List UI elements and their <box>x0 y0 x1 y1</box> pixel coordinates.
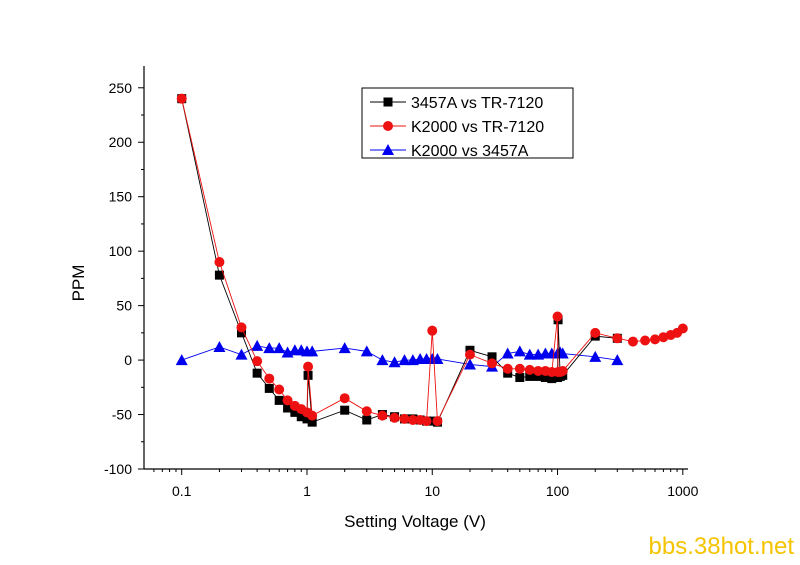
data-point-triangle <box>501 347 514 359</box>
data-point-circle <box>524 364 535 375</box>
data-point-circle <box>399 413 410 424</box>
data-point-circle <box>389 412 400 423</box>
data-point-circle <box>303 361 314 372</box>
data-point-square <box>533 371 543 381</box>
data-point-triangle <box>213 341 226 353</box>
y-tick-label: -50 <box>112 407 132 423</box>
data-point-circle <box>464 349 475 360</box>
y-tick-label: 150 <box>109 189 133 205</box>
data-point-triangle <box>382 144 394 155</box>
data-point-circle <box>407 414 418 425</box>
data-point-square <box>525 371 535 381</box>
y-tick-label: 50 <box>116 298 132 314</box>
data-point-square <box>515 373 525 383</box>
data-point-circle <box>533 365 544 376</box>
data-point-square <box>296 412 306 422</box>
data-point-circle <box>552 311 563 322</box>
data-point-square <box>340 405 350 415</box>
data-point-square <box>383 97 393 107</box>
data-point-square <box>236 328 246 338</box>
axes <box>138 66 688 475</box>
data-point-square <box>427 416 437 426</box>
data-point-circle <box>264 373 275 384</box>
data-point-triangle <box>611 354 624 366</box>
x-tick-label: 100 <box>546 483 570 499</box>
legend-label: 3457A vs TR-7120 <box>411 95 543 112</box>
data-point-circle <box>383 121 393 131</box>
tick-labels: -100 -50 0 50 100 150 200 250 0.1 1 10 100 1000 <box>104 80 699 499</box>
data-point-circle <box>307 410 318 421</box>
data-point-square <box>307 417 317 427</box>
data-point-square <box>362 415 372 425</box>
x-tick-label: 1000 <box>667 483 698 499</box>
data-point-square <box>283 403 293 413</box>
data-point-square <box>264 383 274 393</box>
data-point-circle <box>377 410 388 421</box>
series <box>175 93 688 427</box>
data-point-triangle <box>306 345 319 357</box>
data-point-triangle <box>589 350 602 362</box>
data-point-circle <box>502 363 513 374</box>
data-point-circle <box>427 325 438 336</box>
y-axis-title: PPM <box>69 265 88 302</box>
data-point-triangle <box>463 358 476 370</box>
x-tick-label: 0.1 <box>172 483 192 499</box>
data-point-circle <box>432 416 443 427</box>
data-point-triangle <box>338 342 351 354</box>
x-tick-label: 10 <box>424 483 440 499</box>
data-point-triangle <box>251 339 264 351</box>
data-point-circle <box>487 358 498 369</box>
y-tick-label: 100 <box>109 243 133 259</box>
legend-label: K2000 vs TR-7120 <box>411 119 544 136</box>
data-point-circle <box>421 416 432 427</box>
data-point-circle <box>339 393 350 404</box>
data-point-square <box>252 368 262 378</box>
data-point-circle <box>214 257 225 268</box>
data-point-square <box>214 270 224 280</box>
data-point-triangle <box>263 342 276 354</box>
data-point-triangle <box>513 345 526 357</box>
data-point-circle <box>590 327 601 338</box>
legend-box <box>361 87 574 159</box>
data-point-triangle <box>398 354 411 366</box>
data-point-square <box>540 373 550 383</box>
x-tick-label: 1 <box>303 483 311 499</box>
data-point-triangle <box>235 348 248 360</box>
data-point-circle <box>236 322 247 333</box>
data-point-square <box>274 395 284 405</box>
data-point-triangle <box>376 354 389 366</box>
data-point-square <box>547 374 557 384</box>
y-tick-label: 250 <box>109 80 133 96</box>
series-1 <box>176 93 688 427</box>
data-point-circle <box>361 406 372 417</box>
data-point-circle <box>612 333 623 344</box>
data-point-circle <box>640 335 651 346</box>
data-point-triangle <box>273 342 286 354</box>
legend-label: K2000 vs 3457A <box>411 143 529 160</box>
data-point-triangle <box>360 345 373 357</box>
data-point-triangle <box>175 354 188 366</box>
series-2 <box>175 339 624 372</box>
data-point-triangle <box>388 356 401 368</box>
data-point-square <box>487 352 497 362</box>
data-point-circle <box>252 356 263 367</box>
x-axis-title: Setting Voltage (V) <box>344 512 486 531</box>
data-point-square <box>290 407 300 417</box>
data-point-circle <box>274 384 285 395</box>
data-point-circle <box>514 363 525 374</box>
data-point-circle <box>677 323 688 334</box>
y-tick-label: 200 <box>109 134 133 150</box>
data-point-square <box>302 414 312 424</box>
data-point-circle <box>557 365 568 376</box>
watermark-text: bbs.38hot.net <box>648 533 794 560</box>
data-point-circle <box>650 334 661 345</box>
data-point-circle <box>176 93 187 104</box>
y-tick-label: 0 <box>124 352 132 368</box>
y-tick-label: -100 <box>104 461 132 477</box>
legend: 3457A vs TR-7120 K2000 vs TR-7120 K2000 vs… <box>361 87 574 160</box>
data-point-circle <box>282 395 293 406</box>
data-point-circle <box>627 336 638 347</box>
data-point-triangle <box>523 348 536 360</box>
